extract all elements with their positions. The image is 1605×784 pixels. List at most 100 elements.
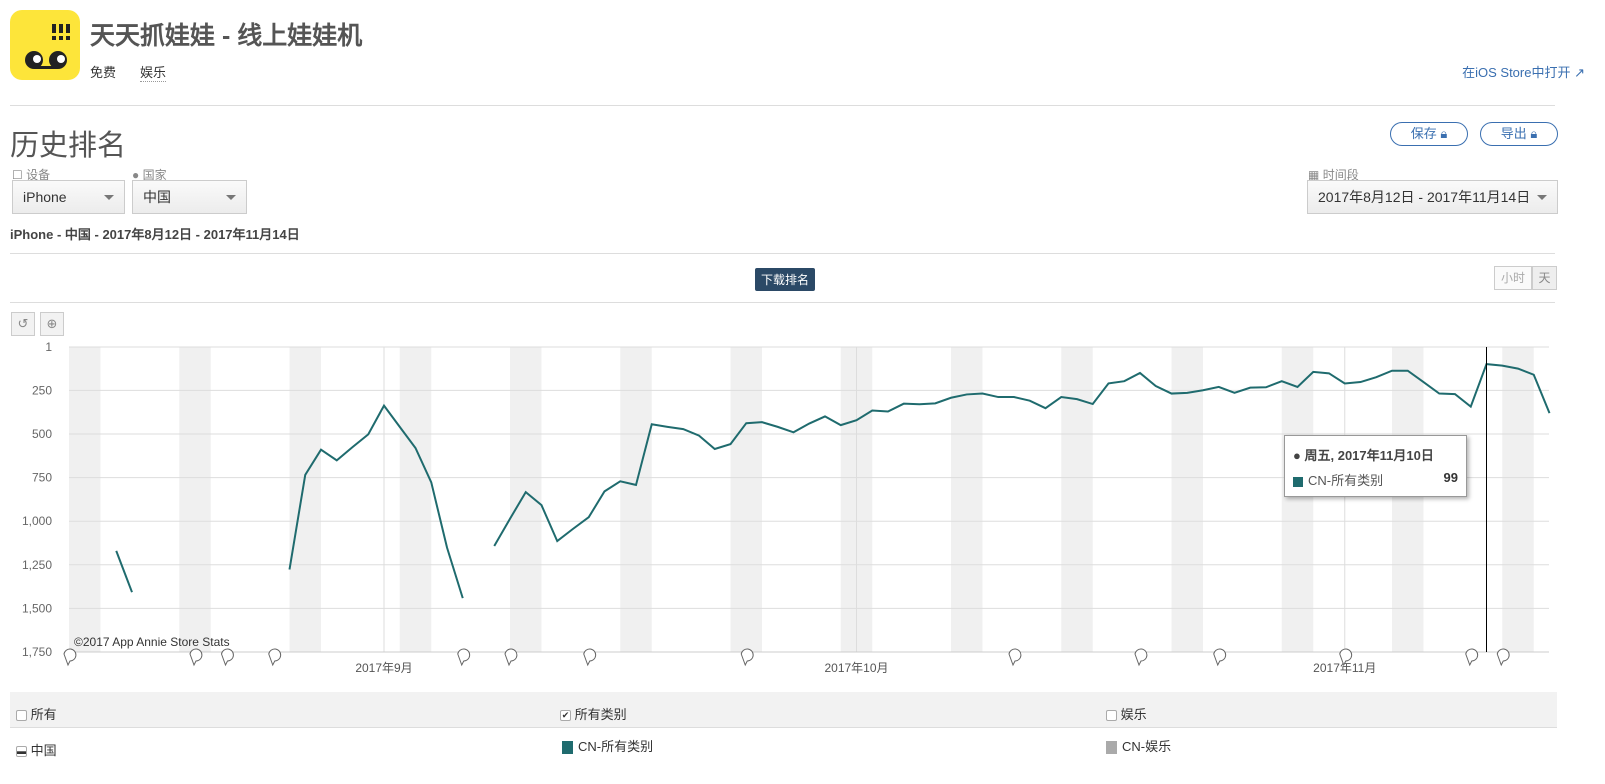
weekend-band — [951, 347, 983, 652]
legend-all-categories-label: 所有类别 — [574, 707, 627, 722]
series-swatch — [562, 741, 573, 755]
series-cn-entertainment[interactable]: CN-娱乐 — [1106, 736, 1171, 755]
chevron-down-icon — [226, 195, 236, 200]
device-icon: ☐ — [12, 168, 23, 182]
event-marker-icon — [1213, 648, 1227, 667]
event-marker-icon — [1465, 648, 1479, 667]
undo-icon: ↺ — [17, 316, 29, 331]
event-marker-icon — [583, 648, 597, 667]
weekend-band — [730, 347, 762, 652]
zoom-in-icon: ⊕ — [46, 316, 58, 331]
period-value: 2017年8月12日 - 2017年11月14日 — [1318, 189, 1531, 205]
weekend-band — [1502, 347, 1534, 652]
legend-row-label: 中国 — [30, 743, 57, 758]
weekend-band — [69, 347, 101, 652]
weekend-band — [179, 347, 211, 652]
event-marker-icon — [457, 648, 471, 667]
app-title: 天天抓娃娃 - 线上娃娃机 — [90, 22, 363, 50]
device-value: iPhone — [23, 189, 67, 205]
x-tick-label: 2017年9月 — [355, 661, 412, 675]
weekend-band — [510, 347, 542, 652]
device-select[interactable]: iPhone — [12, 180, 125, 214]
open-in-store-link[interactable]: 在iOS Store中打开 ↗ — [1462, 62, 1585, 81]
series-swatch — [1293, 476, 1303, 487]
weekend-band — [289, 347, 321, 652]
series-line-segment — [288, 403, 464, 599]
weekend-band — [1061, 347, 1093, 652]
chevron-down-icon — [1537, 195, 1547, 200]
tooltip-date: 周五, 2017年11月10日 — [1304, 448, 1434, 463]
filter-summary: iPhone - 中国 - 2017年8月12日 - 2017年11月14日 — [10, 227, 300, 242]
country-label-text: 国家 — [142, 168, 167, 182]
event-marker-icon — [1496, 648, 1510, 667]
divider — [10, 253, 1555, 254]
lock-icon: 🔒︎ — [1440, 126, 1448, 141]
rank-chart[interactable]: 1 250 500 750 1,000 1,250 1,500 1,750 2017年9月 201… — [0, 330, 1605, 680]
category-link[interactable]: 娱乐 — [140, 62, 167, 82]
country-value: 中国 — [143, 189, 171, 205]
price-tag: 免费 — [90, 65, 117, 80]
granularity-hour-button[interactable]: 小时 — [1494, 266, 1532, 290]
weekend-band — [620, 347, 652, 652]
device-label-text: 设备 — [26, 168, 51, 182]
legend-entertainment[interactable]: 娱乐 — [1106, 704, 1147, 723]
page-title: 历史排名 — [10, 130, 127, 162]
weekend-band — [1392, 347, 1424, 652]
weekend-band — [399, 347, 432, 652]
checkbox[interactable] — [1106, 710, 1117, 722]
weekend-band — [1281, 347, 1314, 652]
legend-all-categories[interactable]: ✔ 所有类别 — [560, 704, 627, 723]
zoom-button[interactable]: ⊕ — [40, 312, 64, 336]
country-select[interactable]: 中国 — [132, 180, 247, 214]
y-tick-label: 1,500 — [22, 601, 52, 615]
divider — [10, 302, 1555, 303]
event-marker-icon — [740, 648, 754, 667]
external-link-icon: ↗ — [1574, 65, 1585, 80]
event-marker-icon — [268, 648, 282, 667]
series-line-segment — [493, 363, 1551, 547]
tooltip-series: CN-所有类别 — [1308, 473, 1384, 488]
event-marker-icon — [504, 648, 518, 667]
series-line-segment — [115, 550, 133, 593]
checkbox-partial[interactable]: ▬ — [16, 746, 27, 758]
checkbox-checked[interactable]: ✔ — [560, 710, 571, 722]
globe-icon: ● — [1293, 448, 1301, 463]
event-marker-icon — [220, 648, 234, 667]
event-marker-icon — [1339, 648, 1353, 667]
y-tick-label: 1,250 — [22, 558, 52, 572]
period-label-text: 时间段 — [1322, 168, 1359, 182]
reset-zoom-button[interactable]: ↺ — [11, 312, 35, 336]
tab-download-rank[interactable]: 下载排名 — [755, 268, 816, 291]
y-tick-label: 1,750 — [22, 645, 52, 659]
save-button[interactable]: 保存 🔒︎ — [1390, 122, 1468, 146]
country-label: ● 国家 — [132, 166, 167, 183]
app-icon — [10, 10, 80, 80]
export-label: 导出 — [1500, 126, 1527, 141]
event-marker-icon — [63, 648, 77, 667]
globe-icon: ● — [132, 168, 140, 182]
calendar-icon: ▦ — [1308, 168, 1320, 182]
legend-all-label: 所有 — [30, 707, 57, 722]
export-button[interactable]: 导出 🔒︎ — [1480, 122, 1558, 146]
legend-row-china[interactable]: ▬ 中国 — [16, 740, 57, 759]
legend-all[interactable]: 所有 — [16, 704, 57, 723]
event-marker-icon — [1008, 648, 1022, 667]
period-label: ▦ 时间段 — [1308, 166, 1359, 183]
series-swatch — [1106, 741, 1117, 755]
legend-entertainment-label: 娱乐 — [1120, 707, 1147, 722]
chevron-down-icon — [104, 195, 114, 200]
period-select[interactable]: 2017年8月12日 - 2017年11月14日 — [1307, 180, 1558, 214]
tooltip-value: 99 — [1443, 470, 1458, 485]
series-cn-all[interactable]: CN-所有类别 — [562, 736, 653, 755]
x-tick-label: 2017年10月 — [824, 661, 888, 675]
y-tick-label: 250 — [32, 383, 52, 397]
checkbox[interactable] — [16, 710, 27, 722]
weekend-band — [1171, 347, 1203, 652]
device-label: ☐ 设备 — [12, 166, 50, 183]
x-tick-label: 2017年11月 — [1313, 661, 1376, 675]
chart-tooltip: ● 周五, 2017年11月10日 CN-所有类别 99 — [1284, 435, 1467, 497]
y-tick-label: 500 — [32, 427, 52, 441]
save-label: 保存 — [1410, 126, 1437, 141]
granularity-day-button[interactable]: 天 — [1532, 266, 1557, 290]
series-label: CN-娱乐 — [1122, 739, 1172, 754]
